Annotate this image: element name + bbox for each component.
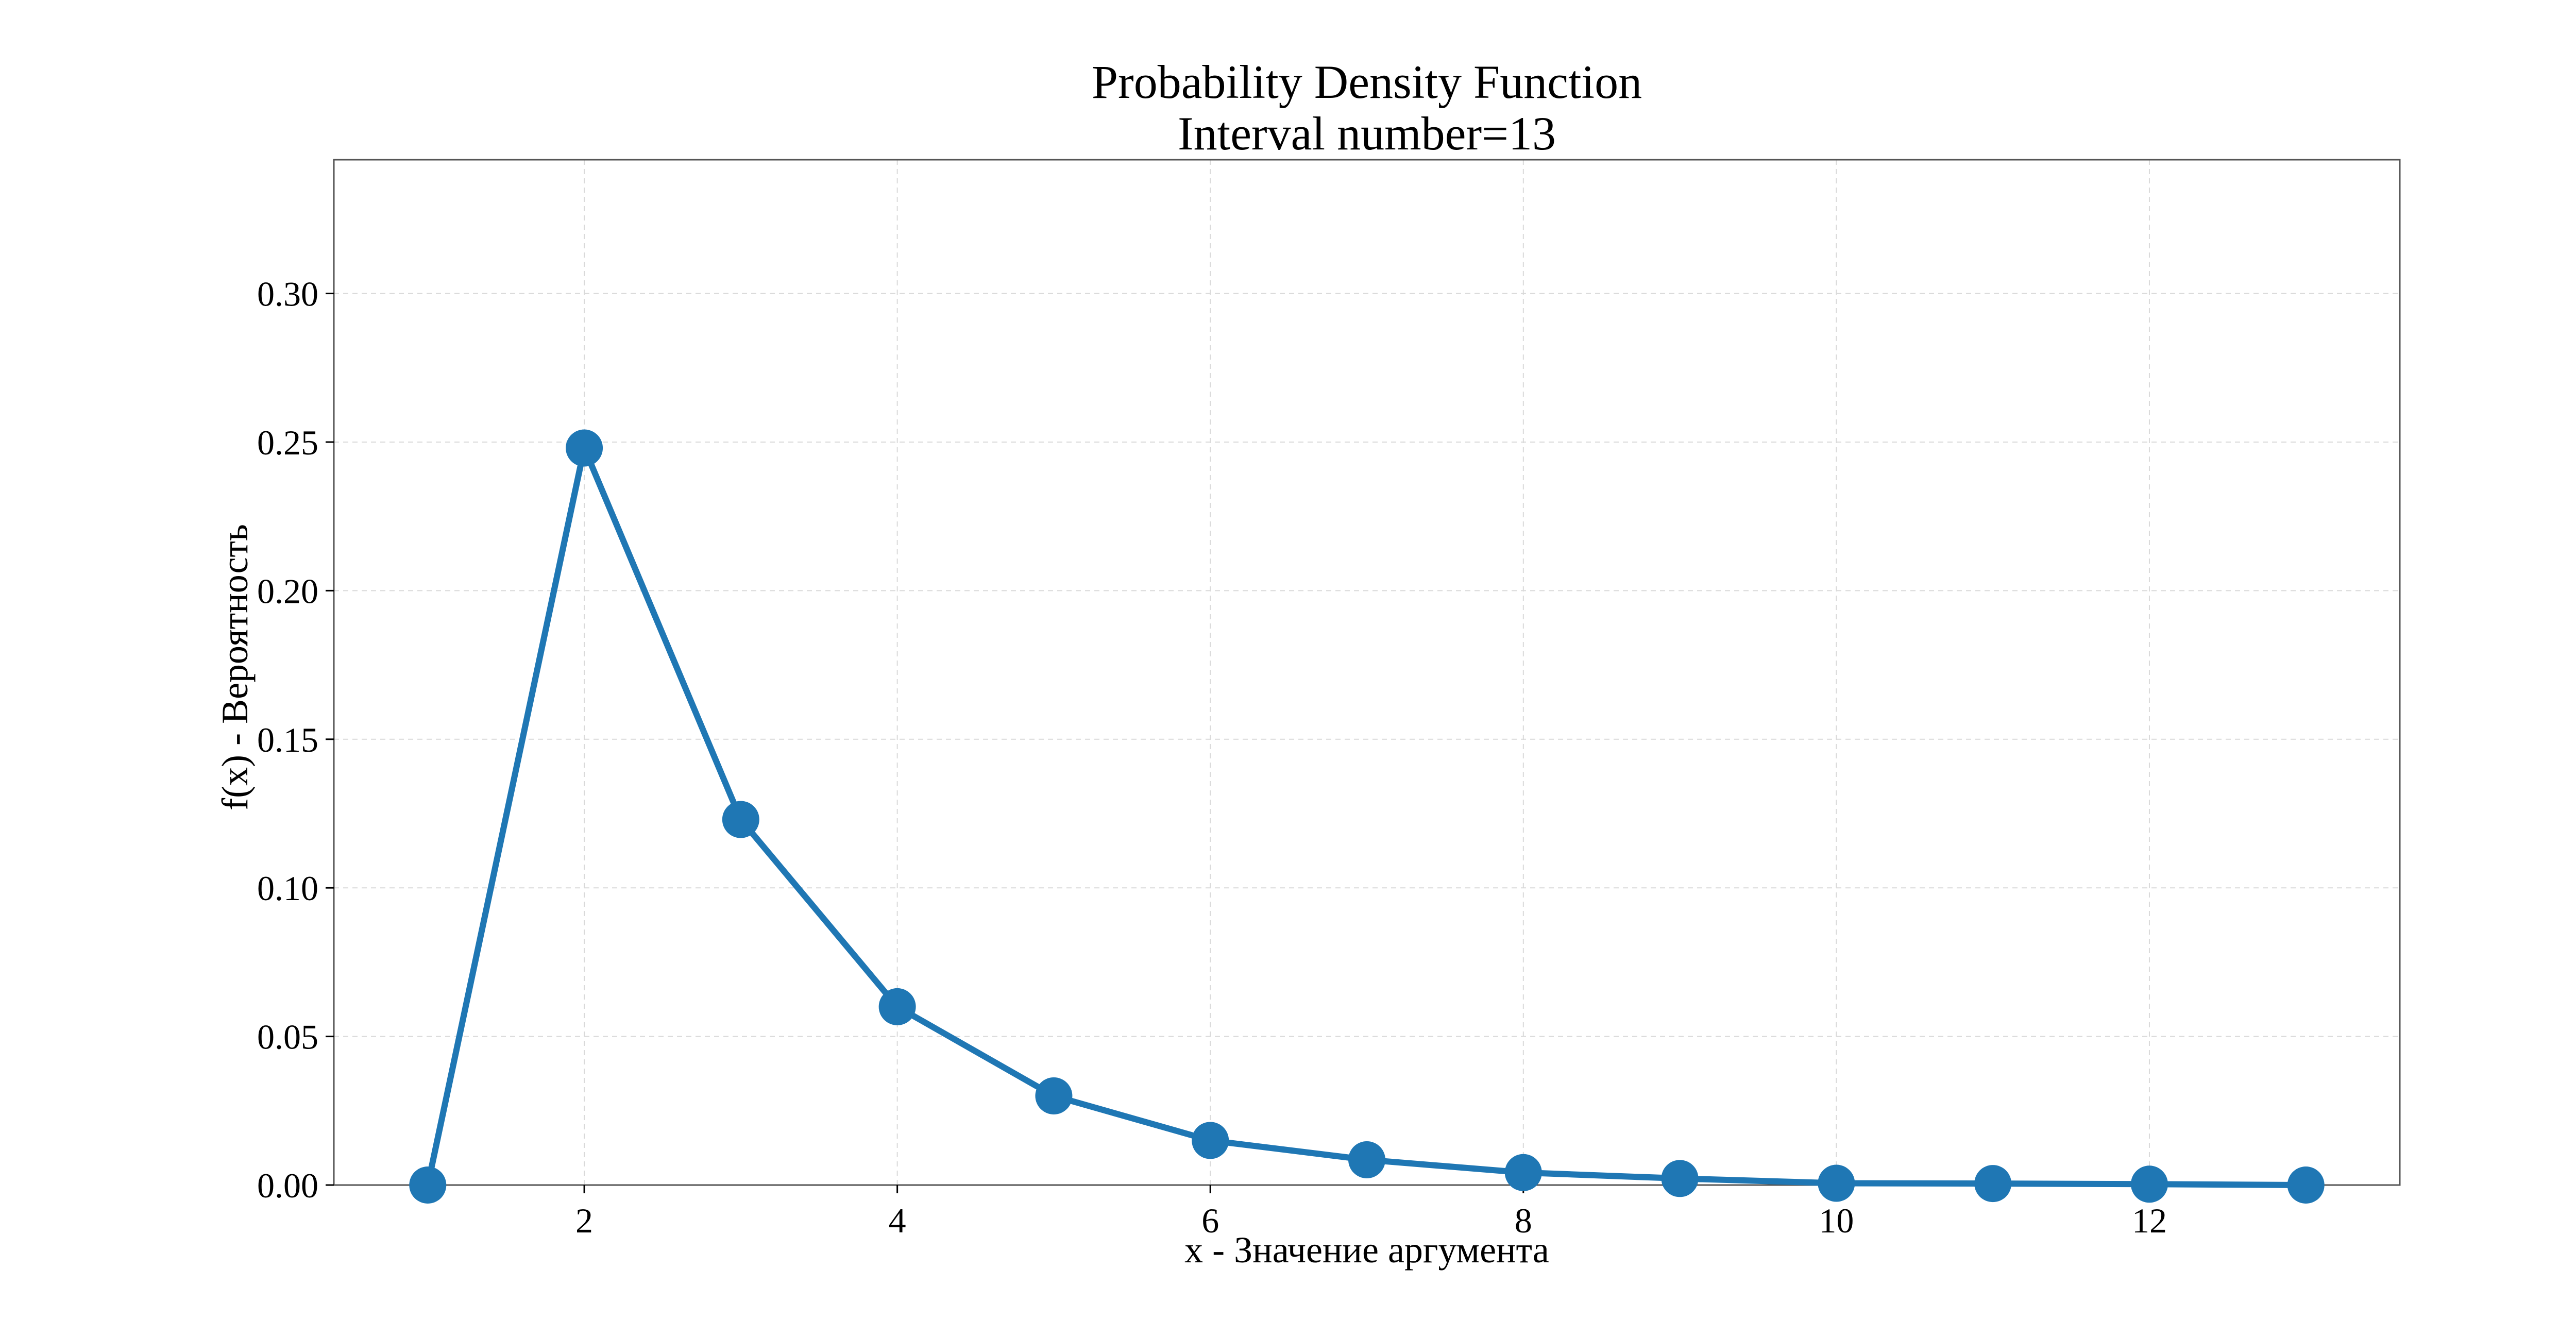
data-point	[722, 801, 759, 838]
data-point	[409, 1166, 447, 1204]
x-axis-label: x - Значение аргумента	[1184, 1229, 1549, 1271]
data-point	[566, 429, 603, 467]
x-tick-label: 8	[1515, 1201, 1532, 1240]
y-tick-label: 0.15	[257, 720, 318, 759]
series-line	[425, 445, 2309, 1188]
y-tick-label: 0.10	[257, 869, 318, 908]
y-axis-label: f(x) - Вероятность	[214, 524, 256, 810]
y-tick-label: 0.25	[257, 423, 318, 462]
y-tick-label: 0.30	[257, 275, 318, 314]
data-point	[1974, 1165, 2012, 1203]
x-tick-label: 10	[1819, 1201, 1854, 1240]
series-layer	[409, 429, 2325, 1204]
x-tick-label: 2	[575, 1201, 593, 1240]
x-tick-label: 4	[889, 1201, 906, 1240]
y-tick-label: 0.20	[257, 571, 318, 611]
data-point	[1035, 1077, 1073, 1114]
data-point	[2287, 1166, 2325, 1204]
chart-title: Probability Density Function	[1092, 56, 1642, 108]
y-tick-label: 0.05	[257, 1018, 318, 1057]
data-point	[2130, 1165, 2168, 1203]
chart-subtitle: Interval number=13	[1178, 107, 1556, 160]
data-point	[878, 988, 916, 1025]
data-point	[1504, 1154, 1542, 1191]
data-point	[1348, 1141, 1385, 1178]
data-point	[1818, 1164, 1855, 1202]
data-point	[1192, 1122, 1229, 1159]
x-axis-ticks: 2 4 6 8 10 12	[575, 1185, 2167, 1240]
data-point	[1661, 1160, 1699, 1197]
y-tick-label: 0.00	[257, 1166, 318, 1205]
x-tick-label: 12	[2132, 1201, 2167, 1240]
y-axis-ticks: 0.00 0.05 0.10 0.15 0.20 0.25 0.30	[257, 275, 334, 1205]
x-tick-label: 6	[1201, 1201, 1219, 1240]
grid	[334, 160, 2400, 1186]
plot-frame	[333, 159, 2401, 1186]
